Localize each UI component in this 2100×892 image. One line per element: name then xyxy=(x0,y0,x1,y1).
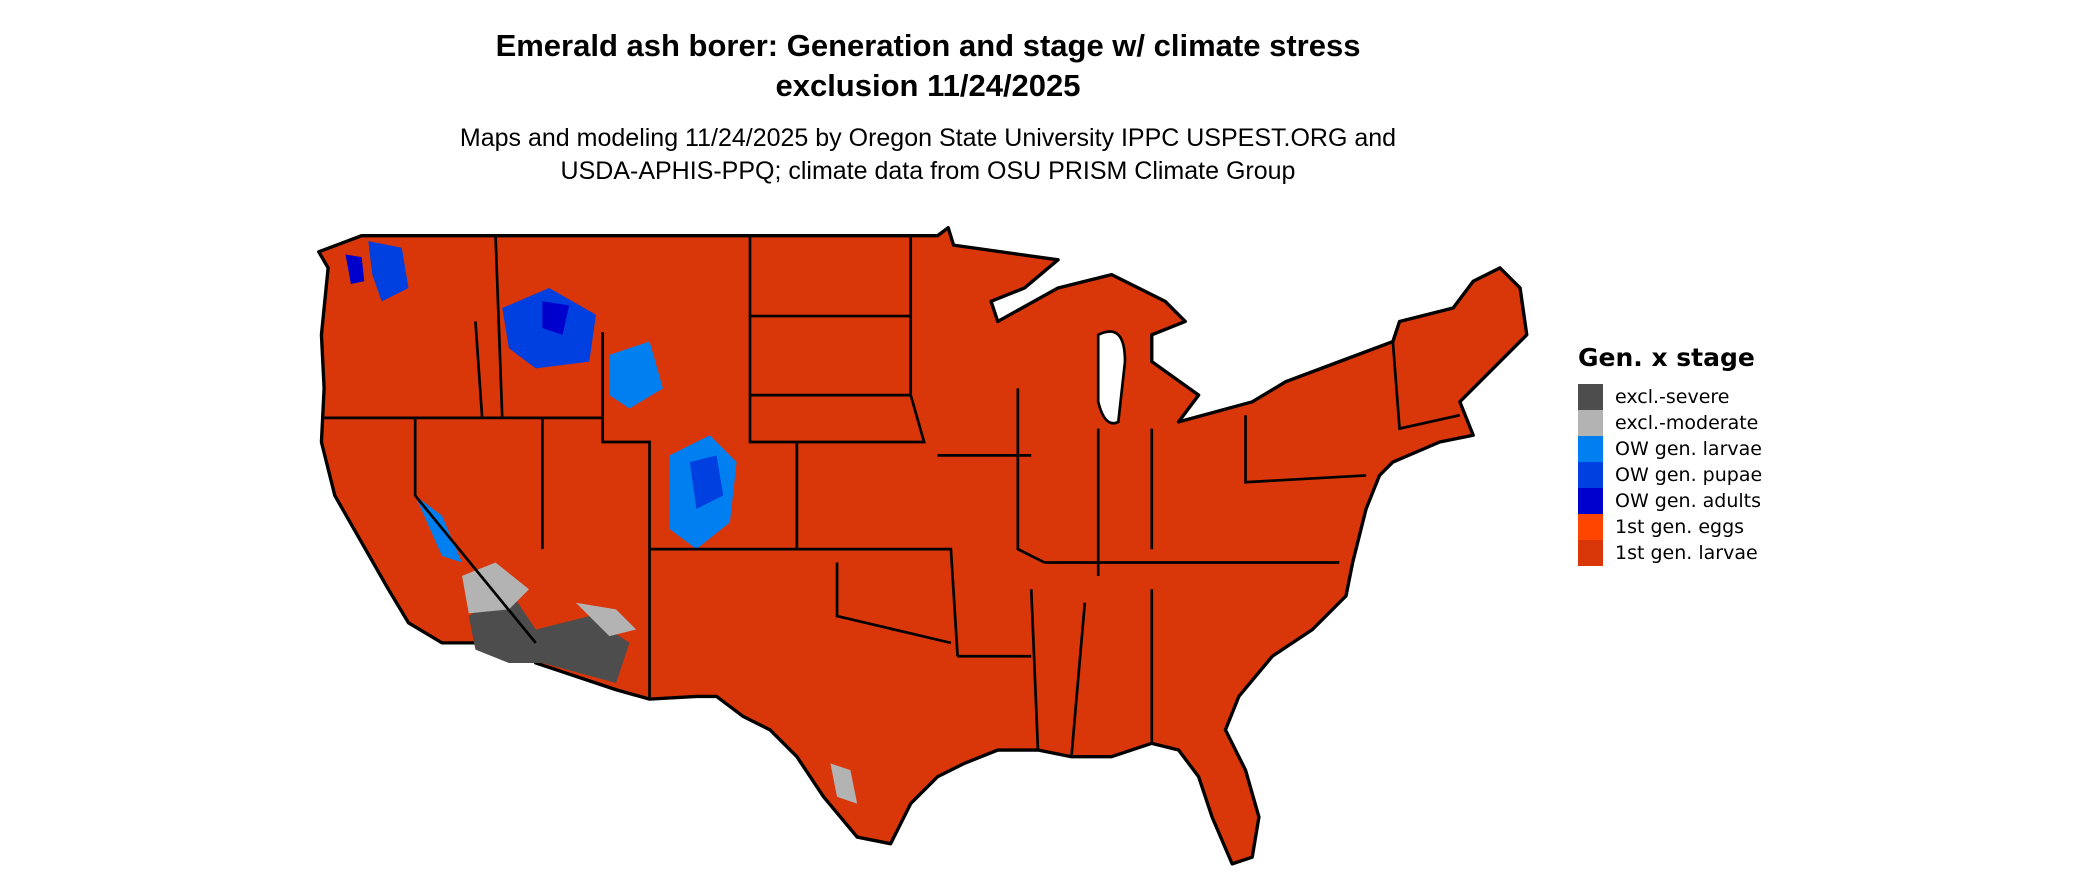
legend-item: excl.-moderate xyxy=(1578,410,1762,436)
excl-severe-region xyxy=(468,589,630,684)
legend-item: OW gen. adults xyxy=(1578,488,1762,514)
legend-swatch xyxy=(1578,436,1603,462)
legend-swatch xyxy=(1578,540,1603,566)
legend-item: 1st gen. eggs xyxy=(1578,514,1762,540)
legend-swatch xyxy=(1578,410,1603,436)
legend-item: OW gen. larvae xyxy=(1578,436,1762,462)
legend: Gen. x stage excl.-severe excl.-moderate O… xyxy=(1578,343,1762,566)
map-title-line1: Emerald ash borer: Generation and stage … xyxy=(495,28,1361,63)
map-subtitle-line2: USDA-APHIS-PPQ; climate data from OSU PR… xyxy=(560,157,1296,185)
legend-label: 1st gen. larvae xyxy=(1615,542,1758,564)
legend-swatch xyxy=(1578,462,1603,488)
legend-label: excl.-severe xyxy=(1615,386,1730,408)
ow-gen-adults-region xyxy=(345,254,570,335)
map-title-line2: exclusion 11/24/2025 xyxy=(775,68,1081,103)
legend-swatch xyxy=(1578,514,1603,540)
legend-swatch xyxy=(1578,488,1603,514)
lake-michigan xyxy=(1096,330,1127,425)
legend-title: Gen. x stage xyxy=(1578,343,1755,372)
legend-swatch xyxy=(1578,384,1603,410)
state-borders xyxy=(324,235,1461,757)
legend-item: 1st gen. larvae xyxy=(1578,540,1762,566)
legend-label: OW gen. larvae xyxy=(1615,438,1762,460)
legend-label: OW gen. adults xyxy=(1615,490,1762,512)
legend-label: OW gen. pupae xyxy=(1615,464,1763,486)
map-subtitle-line1: Maps and modeling 11/24/2025 by Oregon S… xyxy=(459,124,1397,152)
legend-label: excl.-moderate xyxy=(1615,412,1759,434)
legend-label: 1st gen. eggs xyxy=(1615,516,1745,538)
legend-item: excl.-severe xyxy=(1578,384,1762,410)
legend-item: OW gen. pupae xyxy=(1578,462,1762,488)
